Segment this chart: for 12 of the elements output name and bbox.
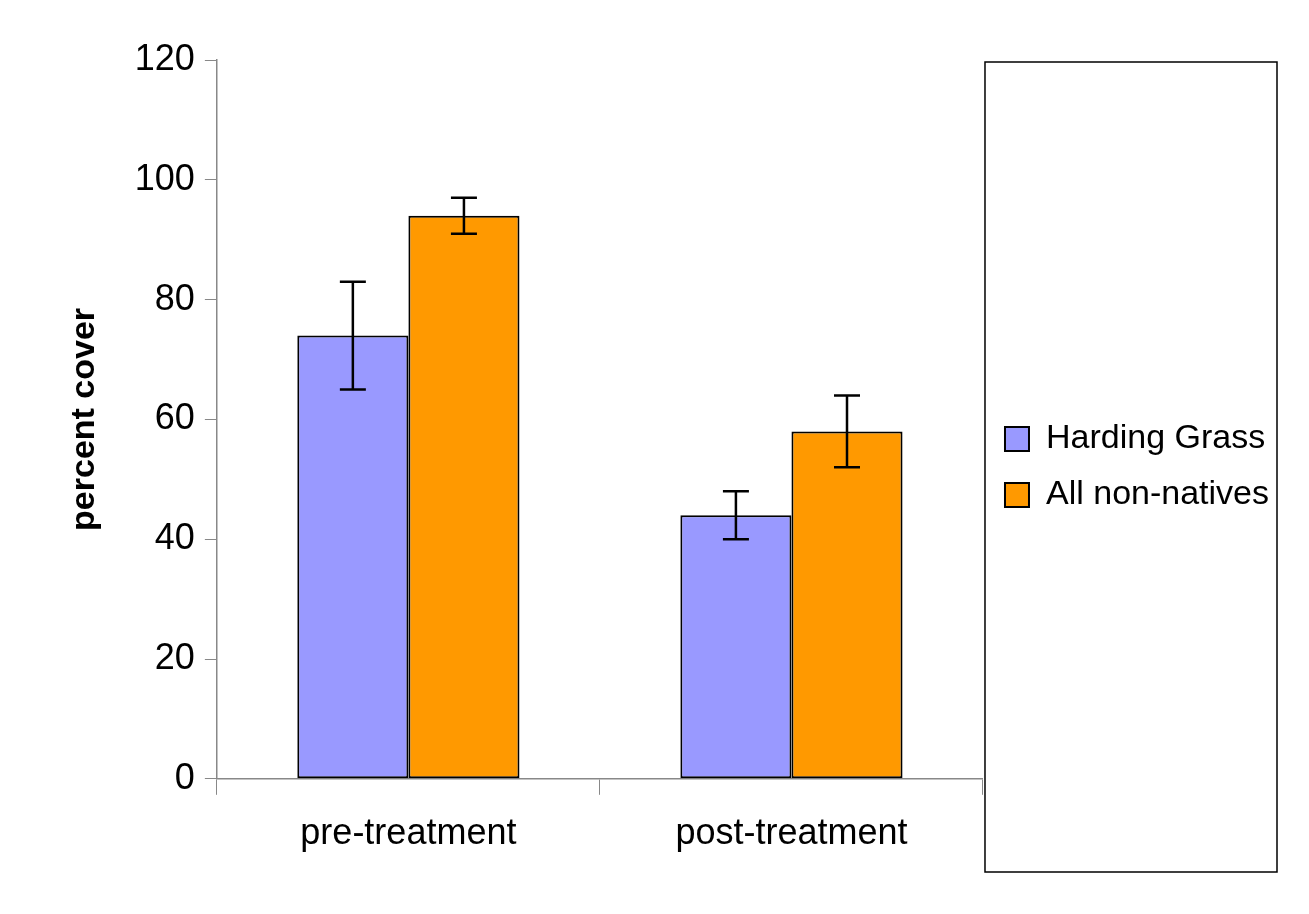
legend-label: Harding Grass xyxy=(1045,417,1266,456)
x-tick-label: post-treatment xyxy=(675,811,908,853)
y-axis-title: percent cover xyxy=(62,307,101,531)
x-tick-label: pre-treatment xyxy=(300,811,517,853)
legend-label: All non-natives xyxy=(1045,473,1270,512)
y-tick-label: 20 xyxy=(154,635,195,677)
y-tick-label: 80 xyxy=(154,276,195,318)
y-tick-label: 60 xyxy=(154,396,195,438)
y-tick-label: 40 xyxy=(154,516,195,558)
y-tick-label: 0 xyxy=(174,755,195,797)
y-tick-label: 120 xyxy=(134,36,195,78)
y-tick-label: 100 xyxy=(134,156,195,198)
